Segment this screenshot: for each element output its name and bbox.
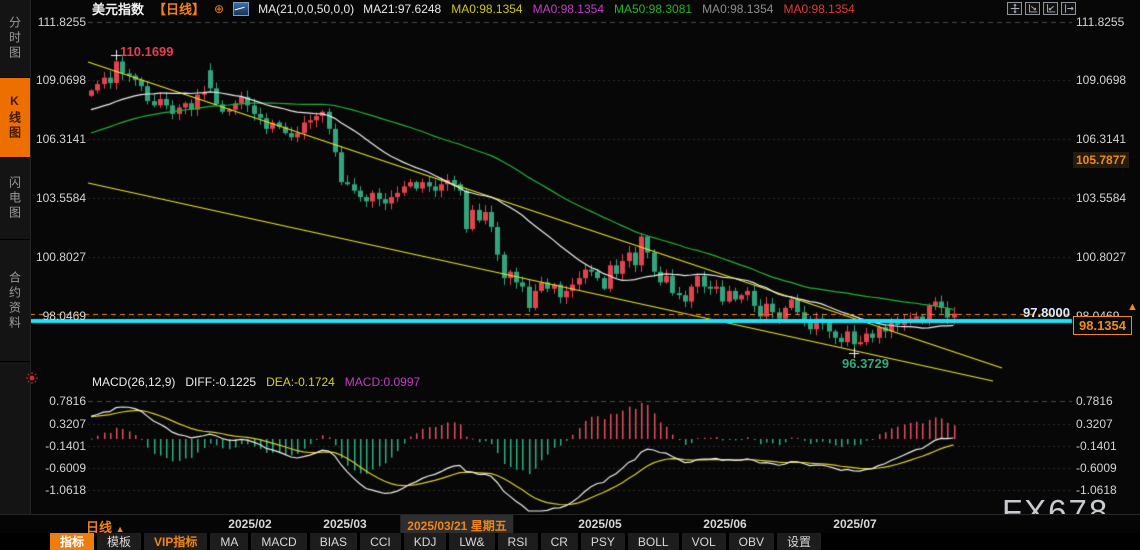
ma-settings-label: MA(21,0,0,50,0,0) xyxy=(258,1,355,16)
macd-tick-left-0: 0.7816 xyxy=(49,394,86,409)
toolbar-item-15[interactable]: 设置 xyxy=(776,533,821,550)
reset-view-icon[interactable] xyxy=(1061,2,1076,15)
chart-window-icons xyxy=(1007,2,1076,15)
price-tick-left-0: 111.8255 xyxy=(37,14,86,29)
ma-legend-item-1: MA0:98.1354 xyxy=(451,1,523,16)
sidebar-tab-1[interactable]: K线图 xyxy=(0,78,30,158)
toolbar-item-9[interactable]: RSI xyxy=(497,533,538,550)
macd-tick-right-1: 0.3207 xyxy=(1076,416,1113,431)
macd-diff-value: DIFF:-0.1225 xyxy=(185,375,257,389)
pan-tool-icon[interactable] xyxy=(1007,2,1022,15)
macd-tick-left-3: -0.6009 xyxy=(45,460,86,475)
toolbar-item-3[interactable]: MA xyxy=(210,533,249,550)
ma-legend-item-4: MA0:98.1354 xyxy=(702,1,774,16)
macd-tick-left-2: -0.1401 xyxy=(45,438,86,453)
y-axis-scale-icon[interactable] xyxy=(1025,2,1040,15)
sidebar-tab-0[interactable]: 分时图 xyxy=(0,0,30,78)
period-tag: 【日线】 xyxy=(153,2,206,17)
toolbar-item-8[interactable]: LW& xyxy=(449,533,495,550)
date-label-4: 2025/07 xyxy=(833,517,877,531)
toolbar-item-7[interactable]: KDJ xyxy=(403,533,447,550)
chart-header: 美元指数 【日线】 ⊕ MA(21,0,0,50,0,0) MA21:97.62… xyxy=(92,1,855,17)
date-label-3: 2025/06 xyxy=(703,517,747,531)
ma-legend-item-0: MA21:97.6248 xyxy=(363,1,442,16)
add-alert-icon[interactable]: ⊕ xyxy=(214,1,225,16)
last-price-badge: 98.1354 xyxy=(1073,316,1132,335)
toolbar-item-0[interactable]: 指标 xyxy=(50,533,95,550)
macd-tick-left-4: -1.0618 xyxy=(45,483,86,498)
price-tick-right-0: 111.8255 xyxy=(1076,14,1125,29)
alert-indicator-icon[interactable] xyxy=(26,371,38,389)
toolbar-item-5[interactable]: BIAS xyxy=(309,533,358,550)
macd-tick-right-3: -0.6009 xyxy=(1076,460,1117,475)
period-dropdown[interactable]: 日线 ▲ xyxy=(86,520,125,535)
left-sidebar: 分时图 K线图 闪电图 合约资料 xyxy=(0,0,31,533)
macd-tick-right-0: 0.7816 xyxy=(1076,394,1113,409)
toolbar-item-12[interactable]: BOLL xyxy=(627,533,679,550)
toolbar-item-13[interactable]: VOL xyxy=(681,533,726,550)
toolbar-item-4[interactable]: MACD xyxy=(251,533,307,550)
dropdown-arrow-icon: ▲ xyxy=(115,524,125,534)
macd-legend: MACD(26,12,9) DIFF:-0.1225 DEA:-0.1724 M… xyxy=(92,375,420,389)
price-tick-left-4: 100.8027 xyxy=(35,249,86,264)
macd-tick-left-1: 0.3207 xyxy=(49,416,86,431)
toolbar-item-1[interactable]: 模板 xyxy=(97,533,142,550)
toolbar-item-2[interactable]: VIP指标 xyxy=(144,533,208,550)
price-up-arrow-icon: ▲ xyxy=(1127,301,1138,313)
hline-price-label: 97.8000 xyxy=(1023,305,1070,320)
price-tick-right-2: 106.3141 xyxy=(1076,132,1127,147)
toolbar-item-14[interactable]: OBV xyxy=(728,533,774,550)
ma-legend: MA21:97.6248 MA0:98.1354 MA0:98.1354 MA50:9… xyxy=(363,2,855,16)
price-alert-badge[interactable]: 105.7877 xyxy=(1073,152,1130,168)
price-tick-left-1: 109.0698 xyxy=(35,73,86,88)
indicator-toolbar: 指标 模板 VIP指标 MA MACD BIAS CCI KDJ LW& RSI CR PSY BOLL… xyxy=(0,533,1140,550)
low-price-annotation: 96.3729 xyxy=(842,356,889,371)
price-tick-right-3: 103.5584 xyxy=(1076,190,1127,205)
macd-dea-value: DEA:-0.1724 xyxy=(266,375,335,389)
macd-tick-right-4: -1.0618 xyxy=(1076,483,1117,498)
selected-date-label: 2025/03/21 星期五 xyxy=(400,515,514,536)
x-axis-scale-icon[interactable] xyxy=(1043,2,1058,15)
date-label-0: 2025/02 xyxy=(228,517,272,531)
price-tick-left-3: 103.5584 xyxy=(35,190,86,205)
ma-legend-item-5: MA0:98.1354 xyxy=(783,1,855,16)
macd-title: MACD(26,12,9) xyxy=(92,375,176,389)
date-label-1: 2025/03 xyxy=(323,517,367,531)
chart-thumbnail-icon[interactable] xyxy=(233,1,250,16)
toolbar-item-6[interactable]: CCI xyxy=(360,533,401,550)
high-price-annotation: 110.1699 xyxy=(120,44,174,59)
price-tick-left-5: 98.0469 xyxy=(42,308,86,323)
price-tick-left-2: 106.3141 xyxy=(35,132,86,147)
symbol-title: 美元指数 xyxy=(92,2,145,17)
toolbar-item-10[interactable]: CR xyxy=(540,533,578,550)
macd-macd-value: MACD:0.0997 xyxy=(344,375,421,389)
sidebar-tab-3[interactable]: 合约资料 xyxy=(0,240,30,362)
toolbar-item-11[interactable]: PSY xyxy=(580,533,625,550)
price-tick-right-4: 100.8027 xyxy=(1076,249,1127,264)
date-label-2: 2025/05 xyxy=(578,517,622,531)
ma-legend-item-2: MA0:98.1354 xyxy=(532,1,604,16)
macd-tick-right-2: -0.1401 xyxy=(1076,438,1117,453)
date-axis-row: 日线 ▲ 2025/02 2025/03 2025/05 2025/06 2025/07… xyxy=(0,514,1140,536)
ma-legend-item-3: MA50:98.3081 xyxy=(614,1,693,16)
sidebar-tab-2[interactable]: 闪电图 xyxy=(0,158,30,240)
price-tick-right-1: 109.0698 xyxy=(1076,73,1127,88)
